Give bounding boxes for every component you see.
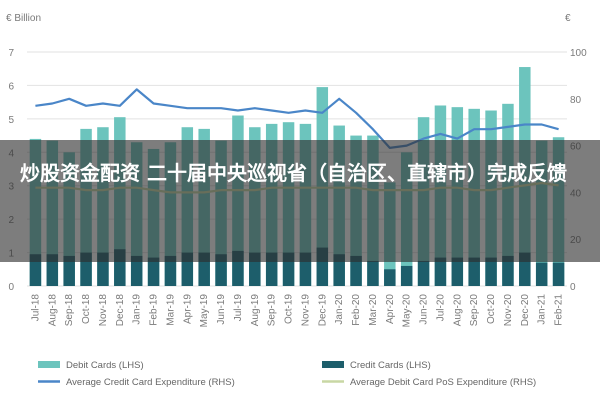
credit-card-bar [434, 257, 447, 286]
x-tick-label: Aug-19 [250, 294, 261, 327]
credit-card-bar [29, 254, 42, 286]
x-tick-label: Jan-19 [132, 294, 143, 325]
left-tick-label: 5 [8, 115, 14, 126]
x-tick-label: Sep-20 [469, 294, 480, 327]
credit-card-bar [130, 255, 143, 286]
x-tick-label: May-20 [402, 294, 413, 328]
x-tick-label: Nov-18 [98, 294, 109, 327]
right-tick-label: 80 [570, 95, 582, 106]
x-tick-label: Dec-20 [520, 294, 531, 327]
x-tick-label: Nov-20 [503, 294, 514, 327]
x-tick-label: Feb-21 [554, 294, 565, 326]
credit-card-bar [232, 250, 244, 286]
x-tick-label: May-19 [199, 294, 210, 328]
x-tick-label: Mar-20 [368, 294, 379, 326]
credit-card-bar [215, 254, 227, 286]
credit-card-bar [400, 265, 413, 286]
credit-card-bar [519, 252, 531, 286]
credit-card-bar [114, 249, 126, 286]
x-tick-label: Jul-18 [30, 294, 41, 322]
x-tick-label: Jan-20 [334, 294, 345, 325]
x-tick-label: Dec-19 [317, 294, 328, 327]
x-tick-label: Feb-20 [351, 294, 362, 326]
x-tick-label: Feb-19 [149, 294, 160, 326]
left-axis-unit: € Billion [6, 13, 41, 24]
credit-card-bar [181, 252, 194, 286]
x-tick-label: Oct-19 [284, 294, 295, 324]
credit-card-bar [552, 262, 565, 286]
credit-card-bar [80, 252, 92, 286]
legend-label: Credit Cards (LHS) [350, 360, 431, 371]
banner-text: 炒股资金配资 二十届中央巡视省（自治区、直辖市）完成反馈 [20, 161, 567, 185]
credit-card-bar [502, 255, 514, 286]
x-tick-label: Oct-18 [81, 294, 92, 324]
credit-card-bar [46, 254, 59, 286]
legend-label: Debit Cards (LHS) [66, 360, 144, 371]
x-tick-label: Sep-18 [64, 294, 75, 327]
credit-card-bar [97, 252, 109, 286]
x-tick-label: Nov-19 [300, 294, 311, 327]
credit-card-bar [485, 257, 497, 286]
x-tick-label: Aug-18 [47, 294, 58, 327]
credit-card-bar [367, 260, 379, 286]
legend-label: Average Credit Card Expenditure (RHS) [66, 377, 235, 388]
legend-swatch [38, 361, 60, 368]
credit-card-bar [417, 260, 430, 286]
credit-card-bar [316, 247, 329, 286]
credit-card-bar [249, 252, 261, 286]
credit-card-bar [282, 252, 295, 286]
right-tick-label: 0 [570, 282, 576, 293]
x-tick-label: Jan-21 [537, 294, 548, 325]
credit-card-bar [265, 252, 278, 286]
left-tick-label: 0 [8, 282, 14, 293]
credit-card-bar [63, 255, 75, 286]
legend-label: Average Debit Card PoS Expenditure (RHS) [350, 377, 536, 388]
left-tick-label: 7 [8, 48, 14, 59]
x-tick-label: Mar-19 [165, 294, 176, 326]
right-axis-unit: € [565, 13, 571, 24]
x-tick-label: Jul-19 [233, 294, 244, 322]
x-axis-ticks: Jul-18 Aug-18 Sep-18 Oct-18 Nov-18 Dec-18 Jan-… [30, 294, 564, 328]
credit-card-bar [350, 255, 362, 286]
x-tick-label: Jun-20 [419, 294, 430, 325]
x-tick-label: Aug-20 [452, 294, 463, 327]
x-tick-label: Jun-19 [216, 294, 227, 325]
banner-overlay [0, 140, 600, 262]
credit-card-bar [299, 252, 312, 286]
credit-card-bar [333, 254, 345, 286]
credit-card-bar [468, 257, 480, 286]
credit-card-bar [535, 262, 548, 286]
x-tick-label: Sep-19 [267, 294, 278, 327]
left-tick-label: 6 [8, 81, 14, 92]
credit-card-bar [451, 257, 464, 286]
credit-card-bar [384, 269, 396, 286]
legend-swatch [322, 361, 344, 368]
x-tick-label: Dec-18 [115, 294, 126, 327]
x-tick-label: Oct-20 [486, 294, 497, 324]
credit-card-bar [164, 255, 177, 286]
credit-expenditure-line [35, 88, 559, 149]
legend: Debit Cards (LHS) Credit Cards (LHS) Avera… [38, 360, 536, 388]
x-tick-label: Apr-19 [182, 294, 193, 324]
right-tick-label: 100 [570, 48, 587, 59]
x-tick-label: Jul-20 [435, 294, 446, 322]
credit-card-bar [147, 257, 160, 286]
x-tick-label: Apr-20 [385, 294, 396, 324]
credit-card-bar [198, 252, 210, 286]
